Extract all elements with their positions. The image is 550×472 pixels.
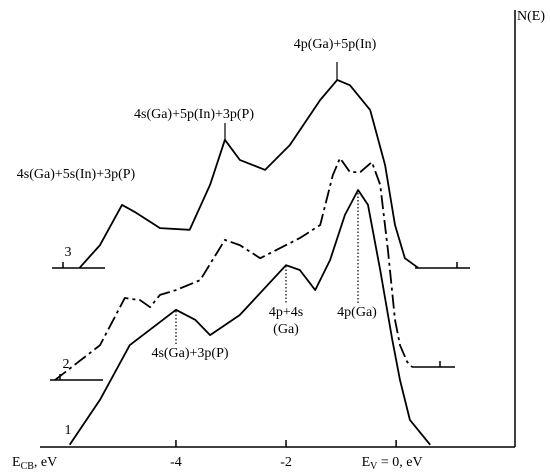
annotation: 4p(Ga)+5p(In)	[294, 37, 377, 52]
tick-label-rest: = 0, eV	[377, 455, 422, 470]
annotation: (Ga)	[273, 322, 299, 337]
tick-label-sub: V	[370, 461, 378, 472]
x-tick-label: -2	[280, 455, 292, 470]
tick-label-main: E	[362, 455, 371, 470]
x-label-rest: , eV	[34, 455, 57, 470]
y-axis-label: N(E)	[517, 9, 545, 24]
curve-label: 2	[63, 357, 70, 372]
annotation: 4s(Ga)+5s(In)+3p(P)	[17, 167, 136, 182]
x-label-sub: CB	[21, 461, 35, 472]
baselines	[50, 262, 470, 381]
annotation: 4p(Ga)	[337, 305, 377, 320]
curve	[54, 157, 413, 381]
curve	[68, 189, 431, 446]
x-label-main: E	[12, 455, 21, 470]
x-axis-label: ECB, eV	[12, 455, 57, 472]
curve	[78, 79, 419, 269]
x-tick-label: -4	[170, 455, 182, 470]
annotation: 4s(Ga)+3p(P)	[151, 346, 228, 361]
curve-label: 3	[65, 245, 72, 260]
annotation: 4s(Ga)+5p(In)+3p(P)	[134, 107, 254, 122]
curve-label: 1	[65, 423, 72, 438]
x-tick-label: EV = 0, eV	[362, 455, 423, 472]
annotation: 4p+4s	[269, 305, 303, 320]
